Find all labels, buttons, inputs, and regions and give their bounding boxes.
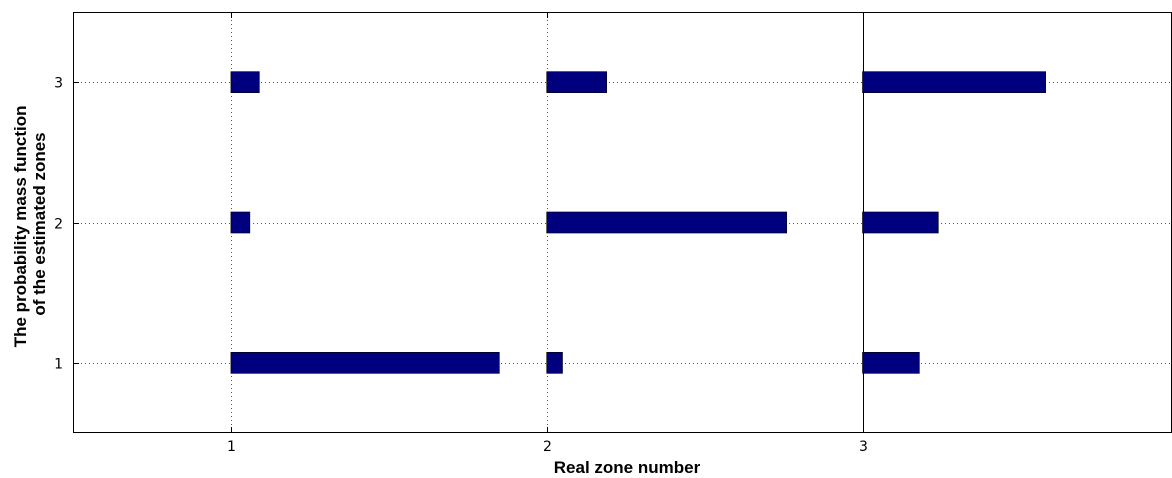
bar-real-3-est-2 [862, 211, 939, 234]
bar-real-2-est-1 [546, 352, 563, 374]
bar-real-2-est-3 [546, 71, 608, 93]
x-tick-label-2: 2 [543, 439, 552, 455]
y-tick-label-3: 3 [54, 76, 63, 92]
x-axis-label: Real zone number [554, 458, 701, 477]
bars [230, 71, 1046, 374]
x-tick-label-1: 1 [227, 439, 236, 455]
bar-real-3-est-3 [862, 71, 1046, 93]
y-tick-label-1: 1 [54, 357, 63, 373]
bar-real-1-est-2 [230, 211, 251, 234]
bar-real-1-est-1 [230, 352, 500, 374]
bar-real-1-est-3 [230, 71, 260, 93]
y-axis-label-line-1: The probability mass function [11, 105, 30, 347]
y-axis-label: The probability mass function of the est… [11, 101, 49, 348]
ticks: 1 2 3 1 2 3 [54, 12, 868, 455]
y-axis-label-line-2: of the estimated zones [30, 132, 49, 315]
y-tick-label-2: 2 [54, 217, 63, 233]
bar-real-3-est-1 [862, 352, 920, 374]
x-tick-label-3: 3 [859, 439, 868, 455]
bar-real-2-est-2 [546, 211, 788, 234]
